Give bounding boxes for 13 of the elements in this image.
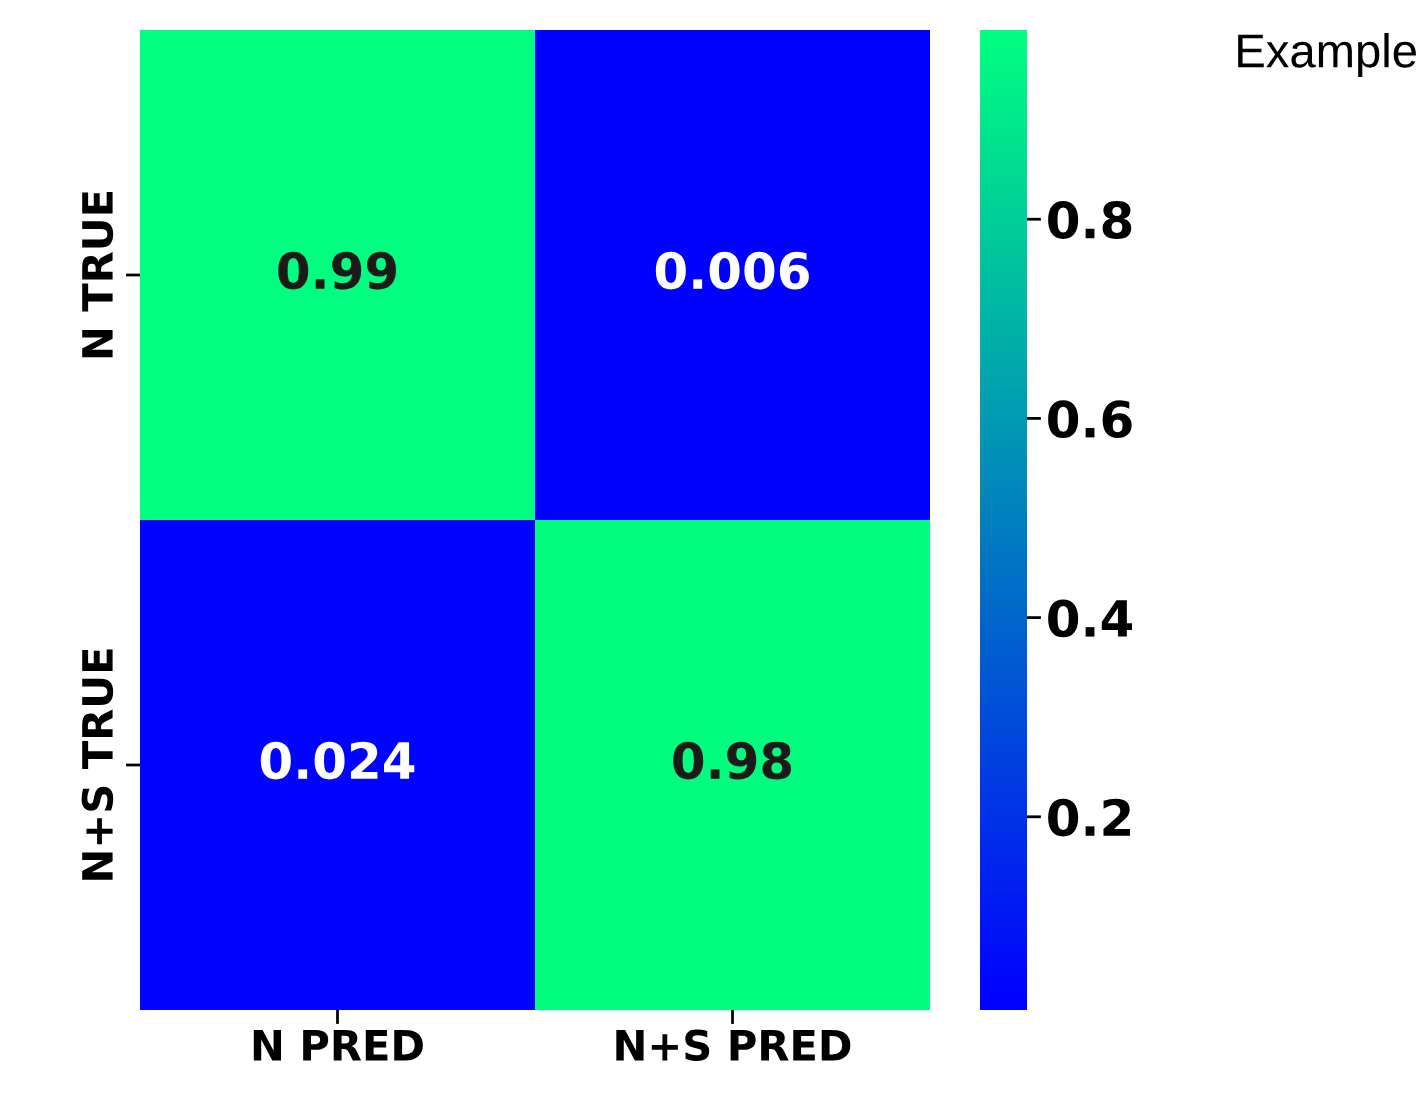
text: Example [1238,32,1416,78]
color-bar-label: 0.4 [1048,599,1133,638]
x-tick-label: N+S PRED [616,1029,851,1061]
x-tick-label: N PRED [253,1030,423,1061]
color-bar-label: 0.8 [1048,201,1132,239]
color-bar-label: 0.2 [1048,798,1130,837]
y-tick-label: N+S TRUE [81,649,114,880]
data-label: 0.99 [278,251,396,290]
data-label: 0.98 [673,741,792,780]
data-label: 0.006 [655,251,809,290]
y-tick-label: N TRUE [82,191,114,358]
color-bar-label: 0.6 [1048,400,1132,439]
data-label: 0.024 [260,741,415,780]
